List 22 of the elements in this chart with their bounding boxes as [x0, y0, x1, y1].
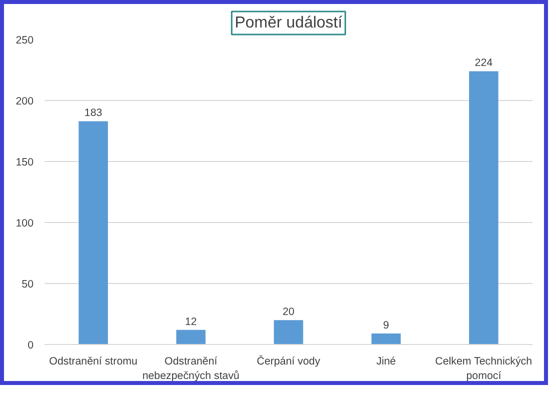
data-label: 9 — [383, 320, 390, 332]
data-label: 183 — [84, 107, 102, 120]
y-tick-label: 200 — [16, 96, 34, 108]
bar — [274, 320, 304, 344]
bar — [78, 121, 108, 344]
x-tick-label: Jiné — [376, 356, 396, 368]
chart-title: Poměr událostí — [234, 14, 343, 32]
y-tick-label: 0 — [28, 340, 34, 352]
bar — [176, 330, 206, 344]
data-label: 224 — [474, 57, 493, 70]
x-tick-label: Čerpání vody — [256, 354, 321, 368]
x-tick-label: Celkem Technických pomocí — [435, 356, 532, 382]
y-tick-label: 250 — [16, 34, 34, 46]
x-tick-label: Odstranění stromu — [49, 356, 138, 368]
bar — [469, 71, 498, 344]
x-tick-label: Odstranění nebezpečných stavů — [142, 356, 240, 382]
data-label: 12 — [184, 316, 197, 328]
bar — [371, 334, 401, 344]
y-tick-label: 100 — [16, 218, 34, 230]
y-tick-label: 150 — [16, 156, 34, 168]
data-label: 20 — [282, 306, 294, 318]
y-tick-label: 50 — [22, 278, 34, 290]
